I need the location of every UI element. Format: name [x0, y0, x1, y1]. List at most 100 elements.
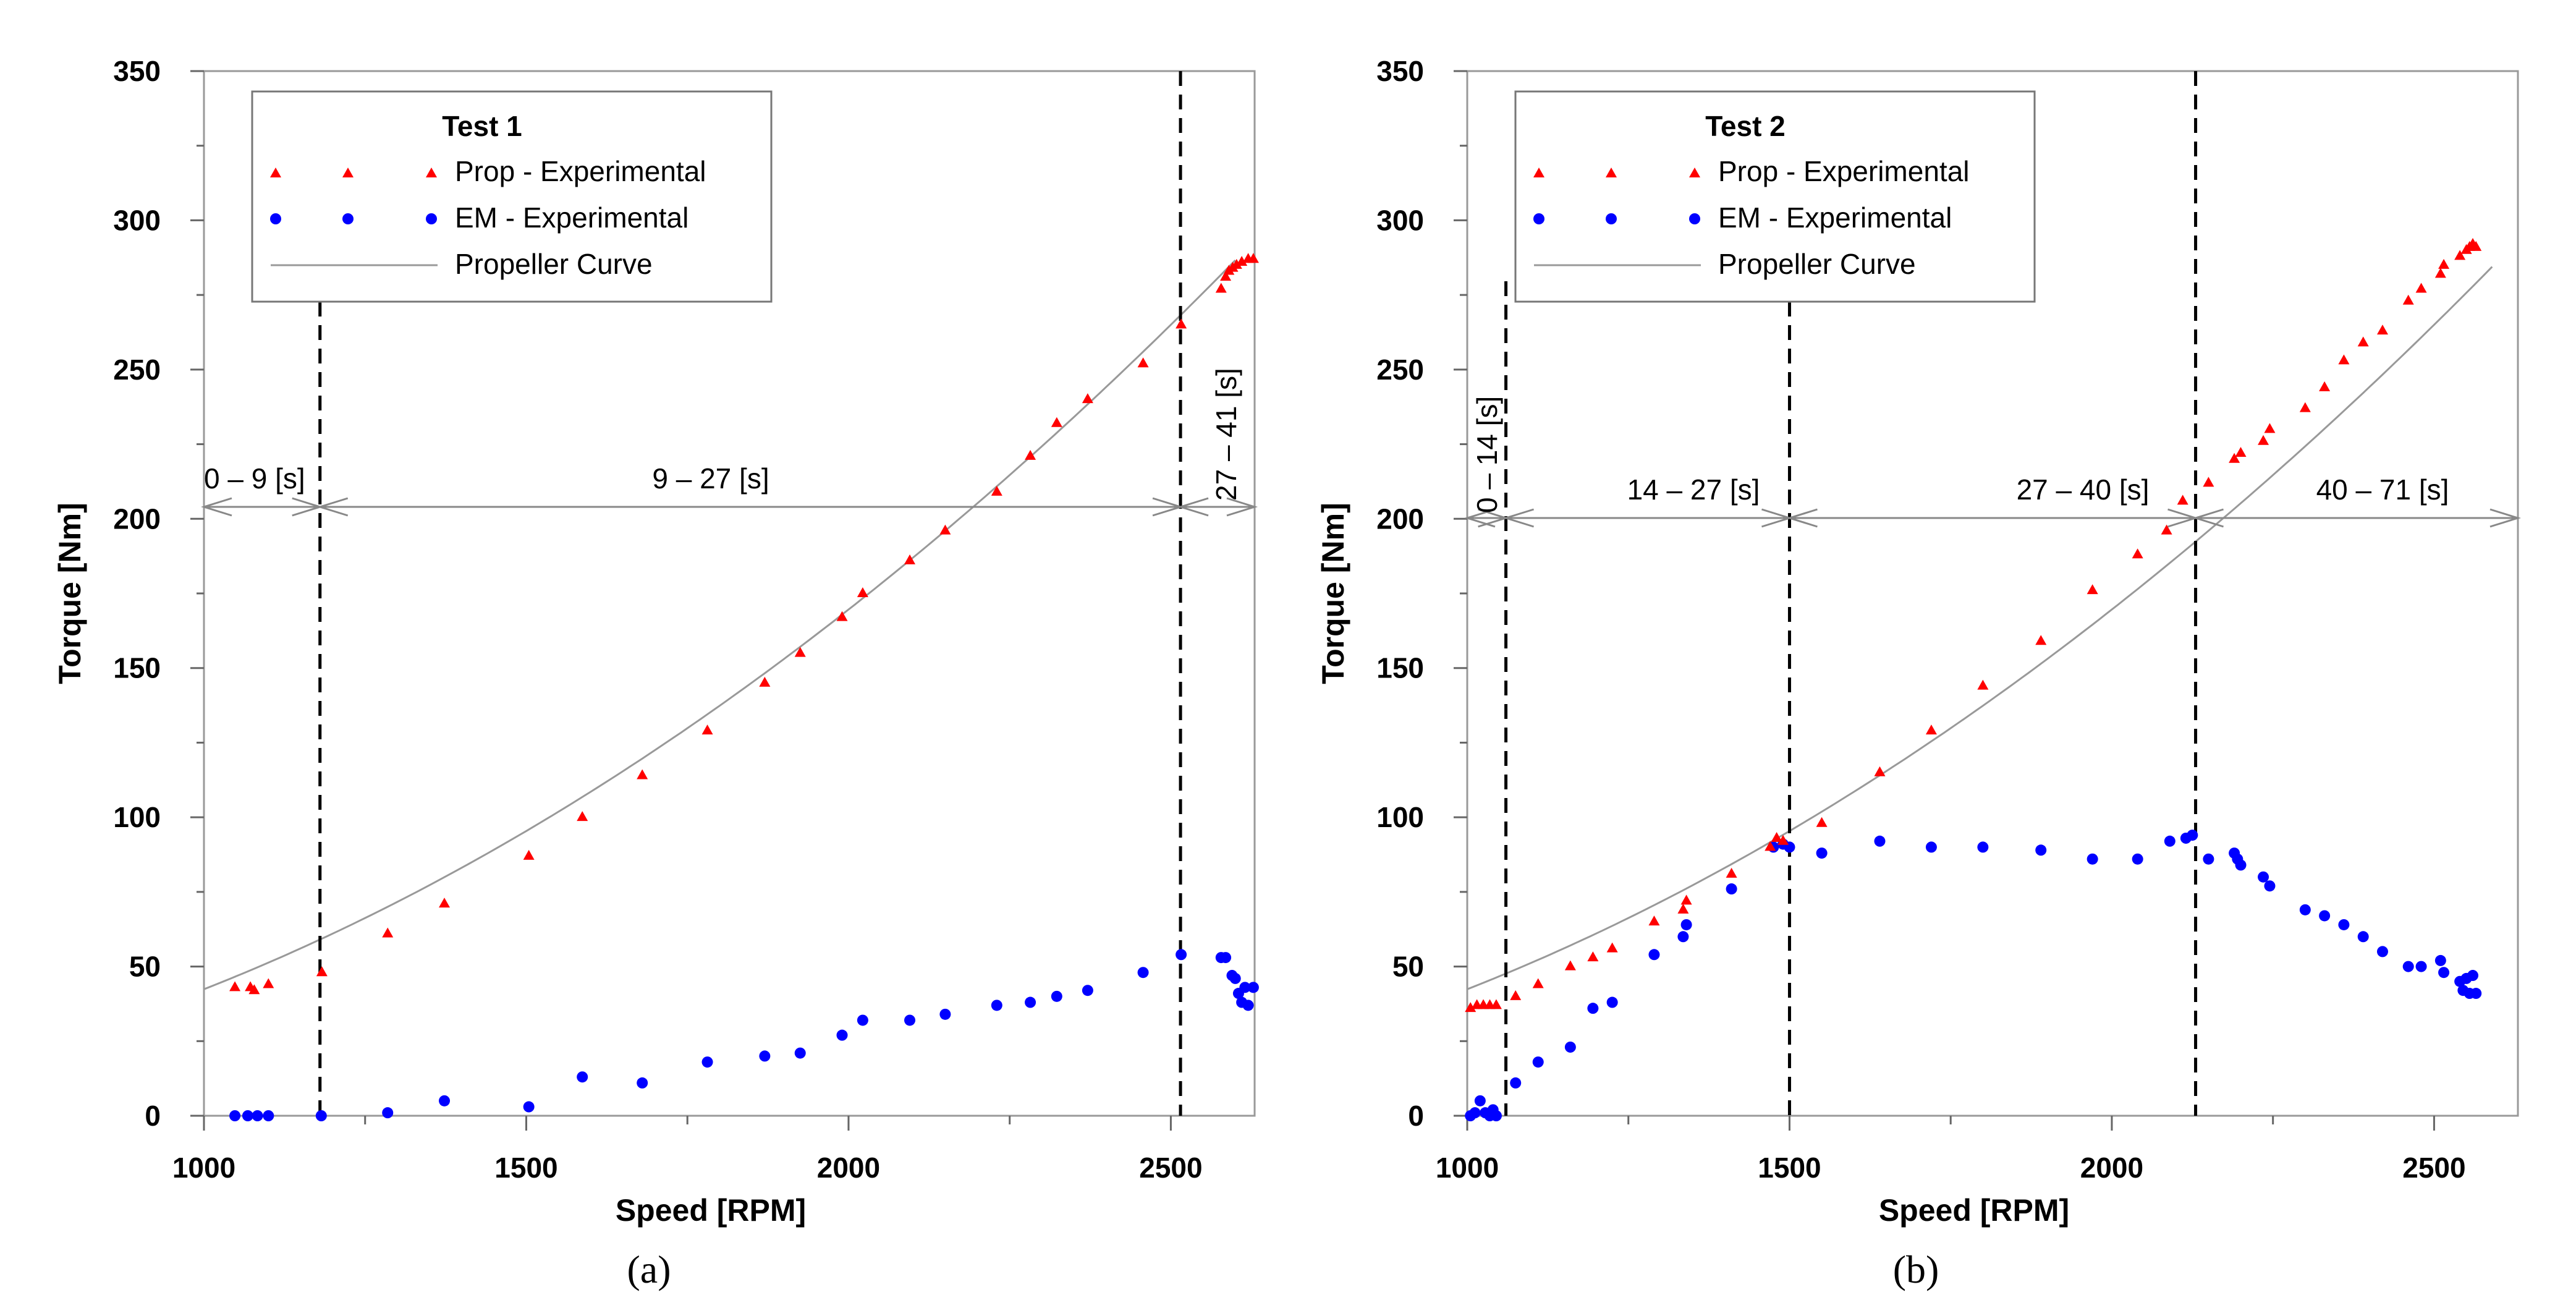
interval-arrow-head — [1177, 497, 1209, 517]
propeller-curve-line — [203, 259, 1236, 990]
prop-experimental-point — [1606, 942, 1618, 953]
prop-experimental-point — [2470, 240, 2482, 251]
em-experimental-point — [523, 1101, 535, 1113]
em-experimental-point — [2467, 970, 2478, 982]
prop-experimental-point — [1874, 766, 1886, 776]
prop-experimental-point — [836, 611, 848, 621]
em-experimental-point — [229, 1110, 241, 1121]
em-experimental-point — [263, 1110, 274, 1121]
em-experimental-point — [1051, 990, 1062, 1002]
em-experimental-point — [1606, 996, 1618, 1008]
interval-label: 0 – 14 [s] — [1471, 396, 1503, 513]
x-tick-label: 2500 — [2402, 1152, 2465, 1184]
y-tick-label: 200 — [113, 503, 161, 535]
prop-experimental-point — [1236, 256, 1248, 266]
prop-experimental-point — [637, 769, 648, 779]
prop-experimental-point — [2454, 250, 2466, 260]
panel-caption: (b) — [1893, 1247, 1939, 1291]
em-experimental-point — [2087, 853, 2098, 865]
em-experimental-point — [1816, 847, 1828, 859]
em-experimental-point — [2203, 853, 2214, 865]
interval-label: 27 – 40 [s] — [2017, 474, 2150, 506]
prop-experimental-point — [991, 485, 1002, 496]
x-tick-label: 2000 — [817, 1152, 880, 1184]
prop-experimental-point — [794, 647, 806, 657]
legend-prop-marker — [426, 168, 437, 177]
prop-experimental-point — [1925, 724, 1937, 735]
em-experimental-point — [1220, 952, 1232, 964]
x-tick-label: 1000 — [172, 1152, 235, 1184]
em-experimental-point — [1242, 1000, 1254, 1011]
legend-box — [1514, 90, 2036, 303]
prop-experimental-point — [2434, 268, 2446, 278]
legend-em-marker — [342, 213, 354, 224]
legend-entry-label: Prop - Experimental — [1718, 155, 1970, 187]
prop-experimental-point — [1051, 417, 1062, 427]
prop-experimental-point — [1510, 990, 1522, 1000]
prop-experimental-point — [2258, 435, 2269, 445]
prop-experimental-point — [1465, 1002, 1477, 1013]
em-experimental-point — [904, 1014, 916, 1026]
em-experimental-point — [2264, 880, 2276, 892]
em-experimental-point — [1532, 1056, 1544, 1068]
prop-experimental-point — [523, 849, 535, 860]
em-experimental-point — [939, 1008, 951, 1020]
interval-arrow-head — [2489, 508, 2522, 528]
prop-experimental-point — [1176, 318, 1187, 329]
em-experimental-point — [1925, 841, 1937, 853]
y-axis-title: Torque [Nm] — [1316, 503, 1350, 684]
y-tick-label: 50 — [1392, 951, 1424, 983]
legend-em-marker — [1533, 213, 1544, 224]
legend-title: Test 2 — [1705, 110, 1786, 142]
em-experimental-point — [2319, 910, 2331, 922]
em-experimental-point — [759, 1050, 771, 1062]
interval-arrow-head — [200, 497, 232, 517]
legend-entry-label: EM - Experimental — [1718, 202, 1952, 234]
interval-label: 27 – 41 [s] — [1210, 368, 1242, 501]
em-experimental-point — [1510, 1077, 1522, 1089]
y-tick-label: 0 — [145, 1100, 161, 1132]
prop-experimental-point — [1587, 951, 1599, 962]
prop-experimental-point — [2357, 336, 2369, 347]
prop-experimental-point — [382, 927, 394, 938]
prop-experimental-point — [904, 554, 916, 564]
em-experimental-point — [637, 1077, 648, 1089]
em-experimental-point — [1469, 1107, 1481, 1119]
x-tick-label: 2500 — [1139, 1152, 1202, 1184]
prop-experimental-point — [1765, 841, 1776, 851]
prop-experimental-point — [1490, 999, 1502, 1009]
interval-arrow-head — [316, 497, 349, 517]
propeller-curve-line — [1467, 266, 2493, 990]
prop-experimental-point — [2415, 282, 2427, 293]
prop-experimental-point — [2229, 452, 2240, 463]
legend-prop-marker — [342, 168, 354, 177]
prop-experimental-point — [2319, 381, 2331, 391]
y-tick-label: 350 — [1376, 55, 1424, 87]
em-experimental-point — [991, 1000, 1002, 1011]
em-experimental-point — [1587, 1003, 1599, 1014]
em-experimental-point — [1176, 949, 1187, 961]
prop-experimental-point — [857, 587, 868, 597]
em-experimental-point — [1229, 972, 1241, 984]
em-experimental-point — [2132, 853, 2143, 865]
em-experimental-point — [2235, 859, 2247, 871]
legend-prop-marker — [1606, 168, 1617, 177]
em-experimental-point — [1680, 919, 1692, 930]
prop-experimental-point — [229, 981, 241, 992]
panel-a-test-1: 0 50 100 150 200 250 300 350 1000 1500 2000 2500 Spe… — [53, 55, 1259, 1291]
prop-experimental-point — [1532, 978, 1544, 988]
prop-experimental-point — [2264, 423, 2276, 433]
prop-experimental-point — [2132, 548, 2143, 559]
prop-experimental-point — [1777, 834, 1789, 845]
prop-experimental-point — [1564, 960, 1576, 970]
em-experimental-point — [2164, 835, 2176, 847]
prop-experimental-point — [1677, 903, 1689, 914]
em-experimental-point — [2299, 904, 2311, 915]
em-experimental-point — [1082, 985, 1093, 996]
interval-arrow-head — [1226, 497, 1258, 517]
em-experimental-point — [1025, 996, 1036, 1008]
prop-experimental-point — [2235, 447, 2247, 457]
em-experimental-point — [701, 1056, 713, 1068]
y-tick-label: 350 — [113, 55, 161, 87]
prop-experimental-point — [1680, 894, 1692, 905]
